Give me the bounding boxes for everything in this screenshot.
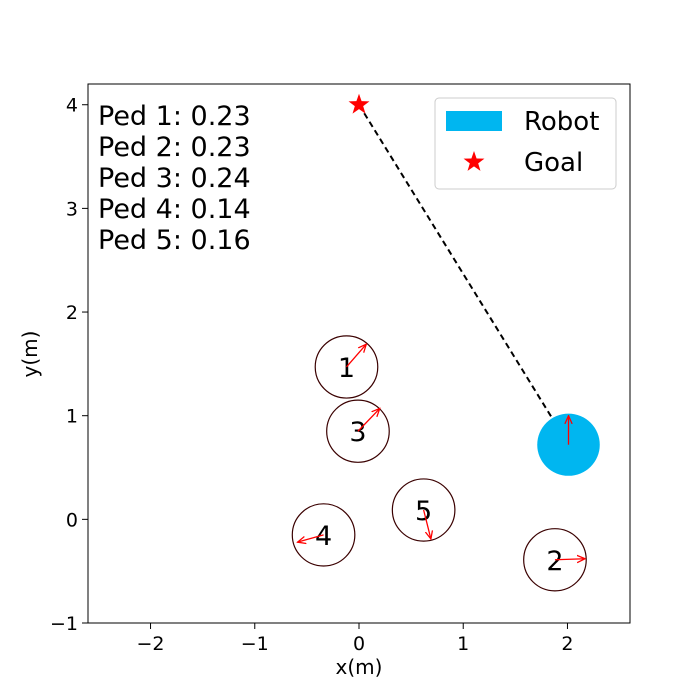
y-tick-label: 0 <box>66 509 78 531</box>
pedestrian-2: 2 <box>523 528 587 592</box>
legend-robot-patch <box>446 111 502 131</box>
pedestrian-velocity-arrow <box>554 559 585 560</box>
x-tick-label: −1 <box>241 633 269 655</box>
y-axis-label: y(m) <box>18 331 42 378</box>
pedestrian-3: 3 <box>326 399 390 463</box>
legend-robot-label: Robot <box>524 107 599 137</box>
pedestrian-annotation: Ped 2: 0.23 <box>98 132 251 163</box>
pedestrian-circle <box>326 399 390 463</box>
pedestrian-label: 4 <box>315 521 332 552</box>
legend-goal-star-icon <box>463 151 485 171</box>
legend-goal-label: Goal <box>524 148 583 178</box>
legend: Robot Goal <box>434 97 617 190</box>
y-tick-label: 4 <box>66 95 78 117</box>
pedestrian-annotation: Ped 1: 0.23 <box>98 101 251 132</box>
pedestrian-label: 1 <box>338 353 355 384</box>
pedestrian-5: 5 <box>391 478 456 542</box>
y-tick-label: 1 <box>66 406 78 428</box>
pedestrian-annotation: Ped 4: 0.14 <box>98 194 251 225</box>
pedestrian-circle <box>314 335 379 399</box>
x-tick-label: 0 <box>353 633 365 655</box>
x-axis-label: x(m) <box>336 655 383 679</box>
pedestrian-annotation: Ped 3: 0.24 <box>98 163 251 194</box>
goal-star-icon <box>348 93 370 114</box>
pedestrian-label: 2 <box>546 546 563 577</box>
goal-path-line <box>358 104 570 446</box>
pedestrian-velocity-arrow <box>346 344 366 368</box>
y-tick-label: 3 <box>66 198 78 220</box>
data-layer: 1 2 3 4 5 <box>291 104 600 592</box>
pedestrian-label: 3 <box>349 417 366 448</box>
y-axis: −1 0 1 2 3 4 <box>50 95 88 635</box>
pedestrian-annotation: Ped 5: 0.16 <box>98 225 251 256</box>
y-tick-label: 2 <box>66 302 78 324</box>
x-tick-label: −2 <box>137 633 165 655</box>
pedestrian-velocity-arrow <box>357 408 380 432</box>
pedestrian-velocity-arrow <box>422 509 431 539</box>
pedestrian-1: 1 <box>314 335 379 399</box>
pedestrian-circle <box>291 503 356 567</box>
x-tick-label: 1 <box>457 633 469 655</box>
pedestrian-4: 4 <box>291 503 356 567</box>
x-axis: −2 −1 0 1 2 <box>137 623 574 655</box>
x-tick-label: 2 <box>561 633 573 655</box>
y-tick-label: −1 <box>50 613 78 635</box>
pedestrian-circle <box>391 478 456 542</box>
pedestrian-velocity-arrow <box>298 534 324 542</box>
